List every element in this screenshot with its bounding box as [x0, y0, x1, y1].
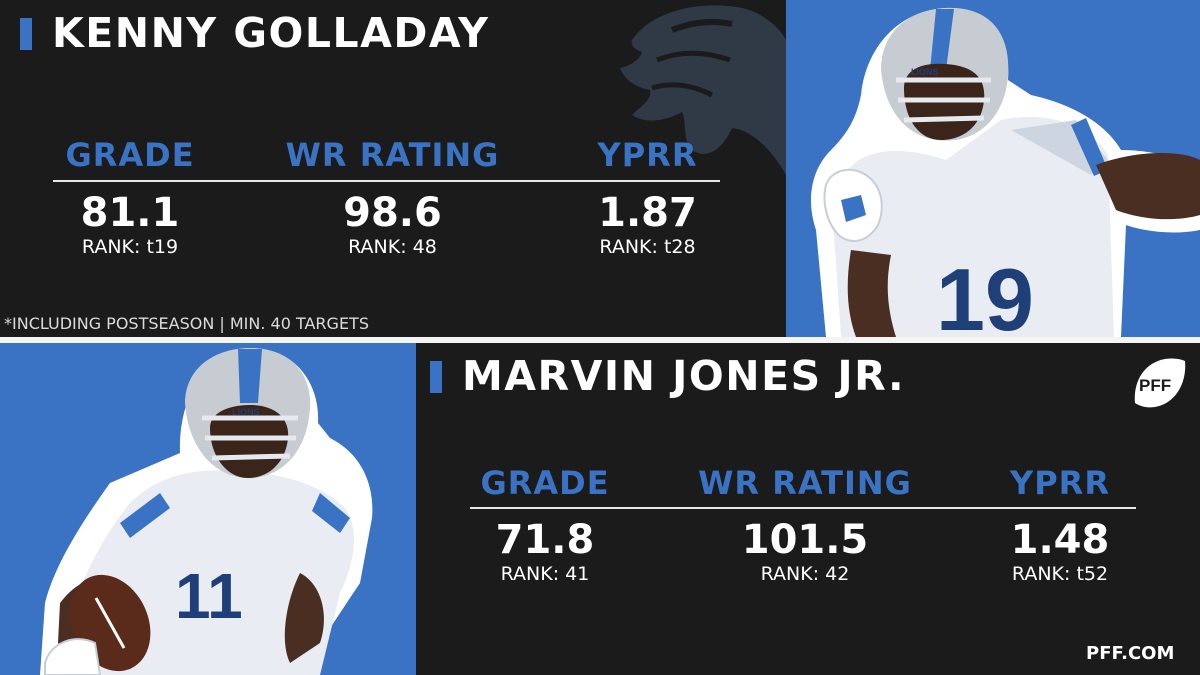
stat-label-grade: GRADE [480, 464, 610, 502]
stat-rank-yprr: RANK: t52 [1011, 563, 1109, 585]
player-name: MARVIN JONES JR. [462, 352, 906, 400]
footnote: *INCLUDING POSTSEASON | MIN. 40 TARGETS [4, 314, 369, 333]
name-accent-bar [20, 18, 32, 50]
stat-rank-grade: RANK: 41 [500, 563, 590, 585]
name-accent-bar [430, 361, 442, 393]
site-url: PFF.COM [1086, 643, 1175, 664]
svg-text:19: 19 [936, 250, 1034, 337]
stat-label-yprr: YPRR [1010, 464, 1110, 502]
golladay-photo-panel: 19 LIONS [786, 0, 1200, 337]
stat-label-yprr: YPRR [597, 136, 698, 174]
stat-label-wr-rating: WR RATING [285, 136, 500, 174]
section-divider [0, 337, 1200, 343]
stat-headers-row: GRADE WR RATING YPRR [50, 136, 720, 174]
stat-value-grade: 81.1 [80, 190, 180, 236]
svg-text:LIONS: LIONS [232, 407, 260, 417]
stat-value-wr-rating: 98.6 [343, 190, 442, 236]
stat-label-wr-rating: WR RATING [698, 464, 912, 502]
pff-logo-icon: PFF [1131, 355, 1187, 411]
player-name: KENNY GOLLADAY [52, 9, 490, 57]
stat-rank-yprr: RANK: t28 [599, 236, 696, 258]
stat-rank-wr-rating: RANK: 42 [760, 563, 850, 585]
svg-text:PFF: PFF [1139, 376, 1171, 395]
stat-rank-grade: RANK: t19 [81, 236, 179, 258]
lions-logo-watermark-icon [620, 5, 786, 175]
stat-divider-line [53, 180, 720, 182]
stat-headers-row: GRADE WR RATING YPRR [470, 464, 1130, 502]
stat-divider-line [470, 507, 1136, 509]
stat-value-yprr: 1.48 [1010, 517, 1110, 563]
golladay-stats-panel: KENNY GOLLADAY GRADE WR RATING YPRR 81.1… [0, 0, 786, 337]
jones-photo-panel: 11 LIONS [0, 343, 416, 675]
svg-text:11: 11 [175, 560, 243, 632]
stat-label-grade: GRADE [65, 136, 195, 174]
stat-rank-wr-rating: RANK: 48 [348, 236, 437, 258]
stat-values-row: 71.8 RANK: 41 101.5 RANK: 42 1.48 RANK: … [470, 517, 1130, 585]
player-photo-jones: 11 LIONS [40, 348, 373, 675]
jones-stats-panel: MARVIN JONES JR. PFF GRADE WR RATING YPR… [416, 343, 1200, 675]
stat-value-wr-rating: 101.5 [741, 517, 869, 563]
stat-value-grade: 71.8 [495, 517, 595, 563]
player-photo-golladay: 19 LIONS [811, 7, 1200, 337]
stat-value-yprr: 1.87 [598, 190, 697, 236]
svg-text:LIONS: LIONS [911, 67, 939, 77]
stat-values-row: 81.1 RANK: t19 98.6 RANK: 48 1.87 RANK: … [50, 190, 720, 258]
